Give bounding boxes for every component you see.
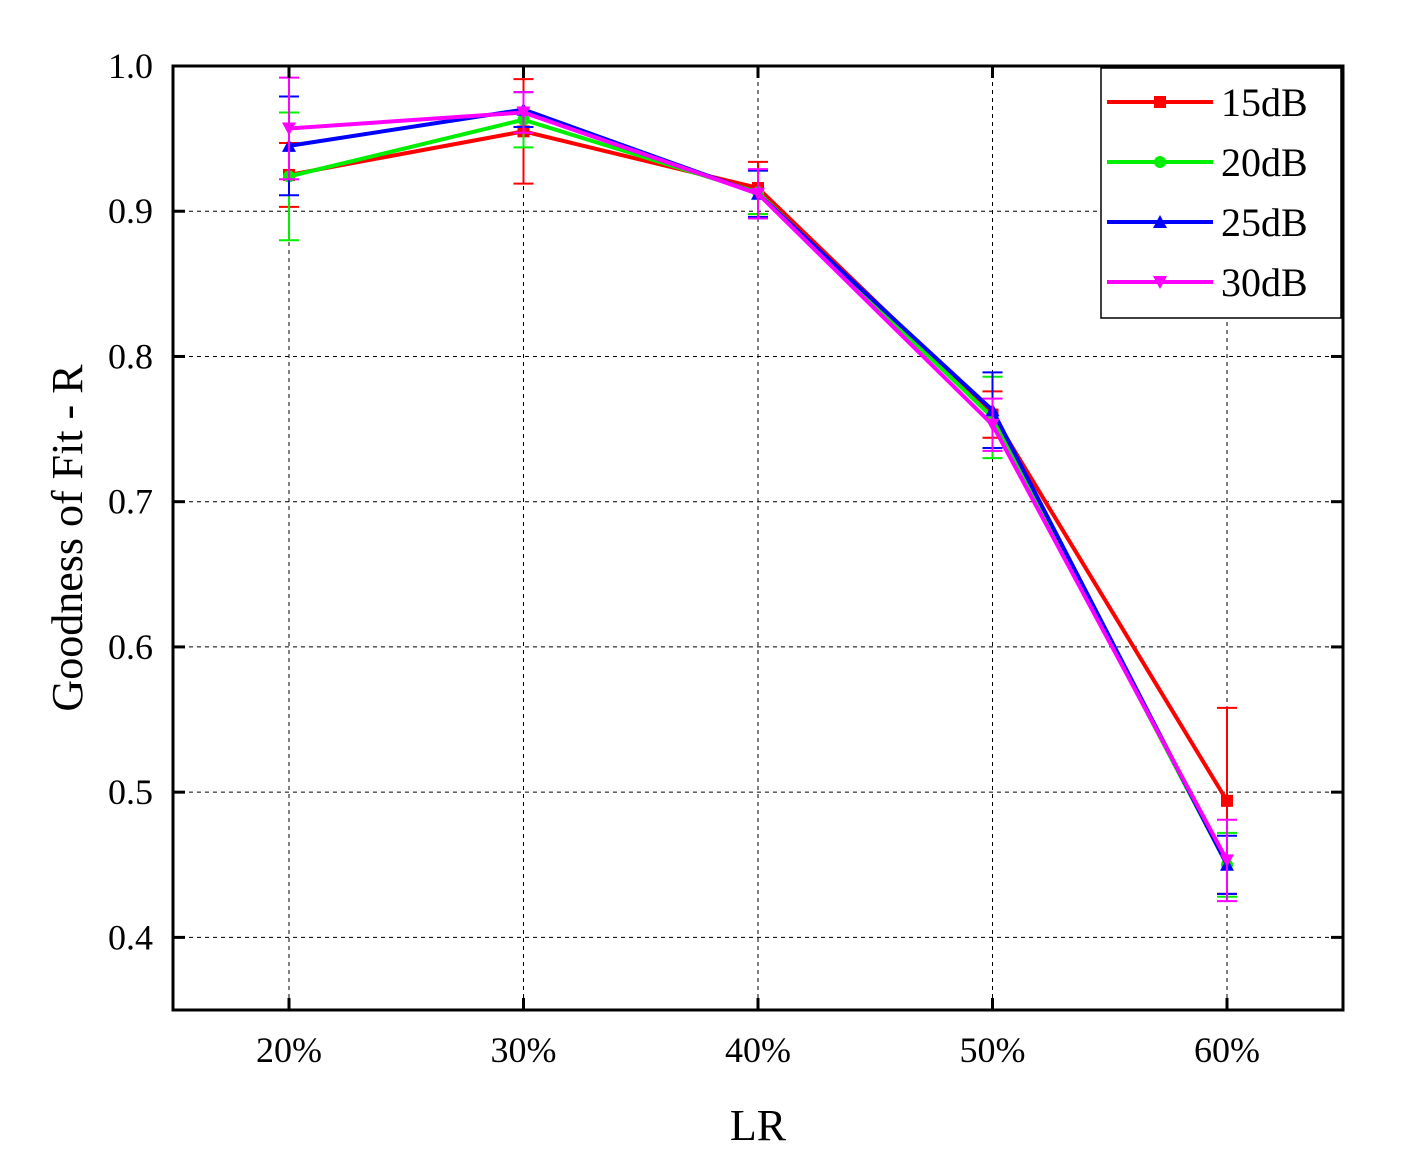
series-layer	[279, 76, 1237, 903]
legend-label: 25dB	[1221, 200, 1308, 245]
series-30dB	[279, 76, 1237, 903]
data-point	[1221, 794, 1233, 807]
data-point	[282, 122, 296, 136]
data-point	[516, 106, 531, 120]
x-tick-label: 50%	[960, 1030, 1026, 1070]
legend-box	[1100, 67, 1342, 319]
y-tick-label: 0.7	[108, 482, 153, 522]
legend-marker	[1154, 156, 1166, 168]
x-tick-label: 30%	[491, 1030, 557, 1070]
y-tick-label: 0.5	[108, 772, 153, 812]
data-point	[1220, 854, 1234, 868]
x-tick-label: 60%	[1194, 1030, 1260, 1070]
y-tick-label: 0.4	[108, 917, 153, 957]
legend-marker	[1153, 215, 1167, 228]
y-tick-label: 1.0	[108, 46, 153, 86]
y-axis-title: Goodness of Fit - R	[43, 364, 92, 712]
data-point	[751, 187, 765, 201]
grid	[173, 66, 1343, 1010]
legend-marker	[1154, 96, 1166, 108]
legend-label: 30dB	[1221, 260, 1308, 305]
legend-label: 20dB	[1221, 140, 1308, 185]
data-point	[985, 418, 1000, 432]
legend: 15dB 20dB 25dB 30dB	[1100, 67, 1342, 319]
series-line	[288, 107, 1229, 866]
x-tick-label: 20%	[256, 1030, 322, 1070]
y-tick-label: 0.6	[108, 627, 153, 667]
y-tick-label: 0.9	[108, 191, 153, 231]
x-tick-label: 40%	[725, 1030, 791, 1070]
tick-labels: 0.4 0.5 0.6 0.7 0.8 0.9 1.0 20% 30% 40% 50% 60%	[108, 46, 1260, 1070]
legend-label: 15dB	[1221, 80, 1308, 125]
x-axis-title: LR	[730, 1101, 787, 1150]
legend-marker	[1153, 276, 1167, 289]
y-tick-label: 0.8	[108, 336, 153, 376]
